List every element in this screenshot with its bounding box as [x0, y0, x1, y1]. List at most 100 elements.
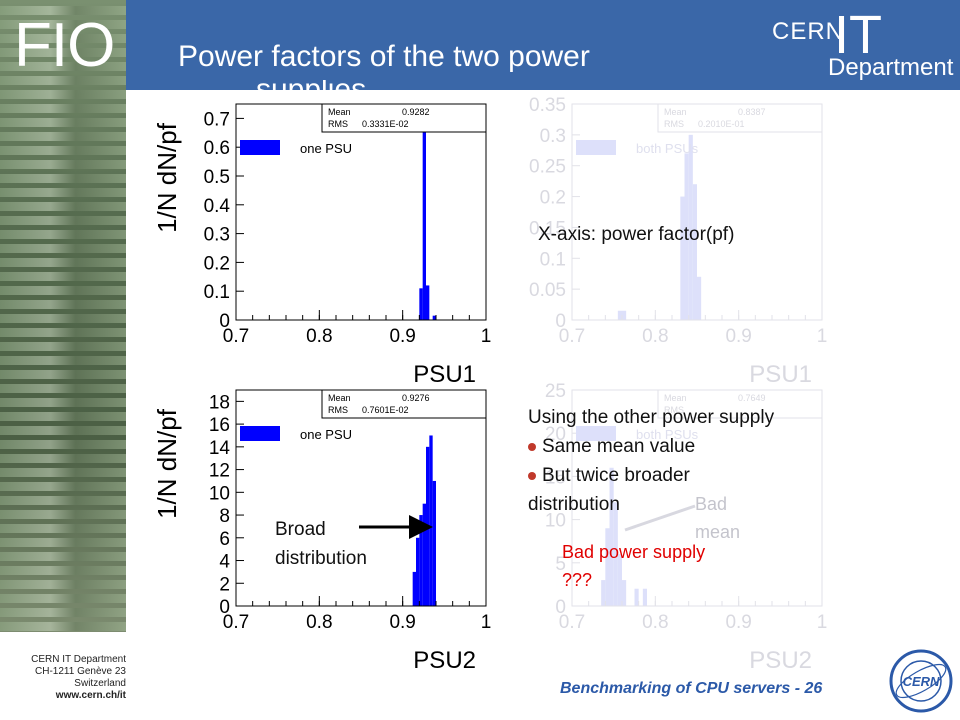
x-tick-label: 0.9 [725, 326, 751, 347]
rack-stripe [0, 524, 126, 533]
y-tick-label: 18 [209, 392, 230, 413]
y-tick-label: 8 [219, 506, 230, 527]
y-tick-label: 0.6 [204, 138, 230, 159]
page-title-wrap: supplies [256, 80, 366, 90]
stats-mean-value: 0.8387 [738, 107, 766, 117]
stats-rms-value: 0.2010E-01 [698, 119, 745, 129]
rack-stripe [0, 20, 126, 29]
stats-rms-value: 0.7601E-02 [362, 405, 409, 415]
histogram-bar [692, 184, 697, 320]
legend-label: both PSUs [636, 141, 699, 156]
x-tick-label: 1 [817, 326, 828, 347]
x-axis-label: PSU2 [749, 647, 812, 668]
rack-stripe [0, 398, 126, 407]
rack-stripe [0, 34, 126, 43]
y-tick-label: 10 [209, 483, 230, 504]
histogram-bar [432, 480, 436, 606]
y-tick-label: 0.15 [529, 218, 566, 239]
y-tick-label: 0 [555, 311, 566, 332]
y-tick-label: 6 [219, 529, 230, 550]
footer-address: CERN IT Department CH-1211 Genève 23 Swi… [0, 654, 126, 702]
bad-mean-arrow [624, 504, 696, 532]
rack-stripe [0, 510, 126, 519]
rack-stripe [0, 272, 126, 281]
x-axis-label: PSU2 [413, 647, 476, 668]
y-tick-label: 0.2 [540, 188, 566, 209]
rack-stripe [0, 566, 126, 575]
svg-text:CERN: CERN [903, 674, 940, 689]
histogram-bar [697, 276, 702, 320]
bad-supply-line2: ??? [562, 570, 593, 590]
legend-swatch [240, 140, 280, 155]
histogram-bar [432, 315, 436, 320]
rack-stripe [0, 496, 126, 505]
rack-stripe [0, 62, 126, 71]
sidebar-rack-photo [0, 0, 126, 632]
rack-stripe [0, 132, 126, 141]
rack-stripe [0, 160, 126, 169]
x-tick-label: 0.7 [559, 612, 585, 633]
histogram-bar [609, 467, 614, 606]
histogram-bar [412, 571, 416, 606]
histogram-bar [605, 528, 610, 606]
stats-box [657, 389, 823, 419]
x-tick-label: 0.9 [725, 612, 751, 633]
histogram-bar [416, 537, 420, 606]
y-tick-label: 12 [209, 461, 230, 482]
y-tick-label: 10 [545, 511, 566, 532]
y-tick-label: 0.3 [540, 126, 566, 147]
histogram-bar [634, 588, 639, 606]
broad-arrow [359, 515, 433, 539]
rack-stripe [0, 580, 126, 589]
rack-stripe [0, 118, 126, 127]
legend-label: one PSU [300, 427, 352, 442]
rack-stripe [0, 426, 126, 435]
histogram-bar [684, 153, 689, 320]
histogram-psu1-both: 0 0.05 0.1 0.15 0.2 0.25 0.3 0.35 0.7 0.8 0.9 1PSU1… [529, 96, 828, 382]
cern-logo-text: CERN [772, 18, 845, 45]
stats-rms-label: RMS [328, 119, 348, 129]
histogram-bar [688, 134, 693, 320]
rack-stripe [0, 384, 126, 393]
y-tick-label: 5 [555, 554, 566, 575]
stats-rms-label: RMS [328, 405, 348, 415]
rack-stripe [0, 188, 126, 197]
rack-stripe [0, 538, 126, 547]
y-tick-label: 16 [209, 415, 230, 436]
x-tick-label: 1 [817, 612, 828, 633]
rack-stripe [0, 328, 126, 337]
legend-label: one PSU [300, 141, 352, 156]
stats-mean-label: Mean [328, 107, 351, 117]
histogram-bar [680, 196, 685, 320]
broad-distribution-label: Broad distribution [275, 515, 367, 573]
address-line: Switzerland [74, 678, 126, 689]
footer-title: Benchmarking of CPU servers - 26 [560, 680, 823, 697]
stats-rms-label: RMS [664, 405, 684, 415]
stats-box [657, 103, 823, 133]
bad-supply-label: Bad power supply ??? [562, 538, 705, 594]
y-tick-label: 0 [219, 597, 230, 618]
address-url: www.cern.ch/it [55, 690, 126, 701]
x-tick-label: 0.7 [223, 326, 249, 347]
rack-stripe [0, 76, 126, 85]
y-tick-label: 20 [545, 424, 566, 445]
y-tick-label: 0.1 [204, 282, 230, 303]
x-tick-label: 0.8 [642, 612, 668, 633]
rack-stripe [0, 286, 126, 295]
rack-stripe [0, 216, 126, 225]
x-tick-label: 0.9 [389, 326, 415, 347]
rack-stripe [0, 48, 126, 57]
other-supply-note: Using the other power supply Same mean v… [528, 403, 848, 519]
y-tick-label: 0.25 [529, 157, 566, 178]
y-tick-label: 2 [219, 574, 230, 595]
stats-mean-value: 0.7649 [738, 393, 766, 403]
histogram-bar [642, 588, 647, 606]
stats-mean-value: 0.9276 [402, 393, 430, 403]
it-logo-text: IT [834, 5, 882, 65]
rack-stripe [0, 258, 126, 267]
y-tick-label: 14 [209, 438, 231, 459]
x-axis-label: PSU1 [413, 361, 476, 382]
y-axis-label: 1/N dN/pf [152, 408, 182, 519]
